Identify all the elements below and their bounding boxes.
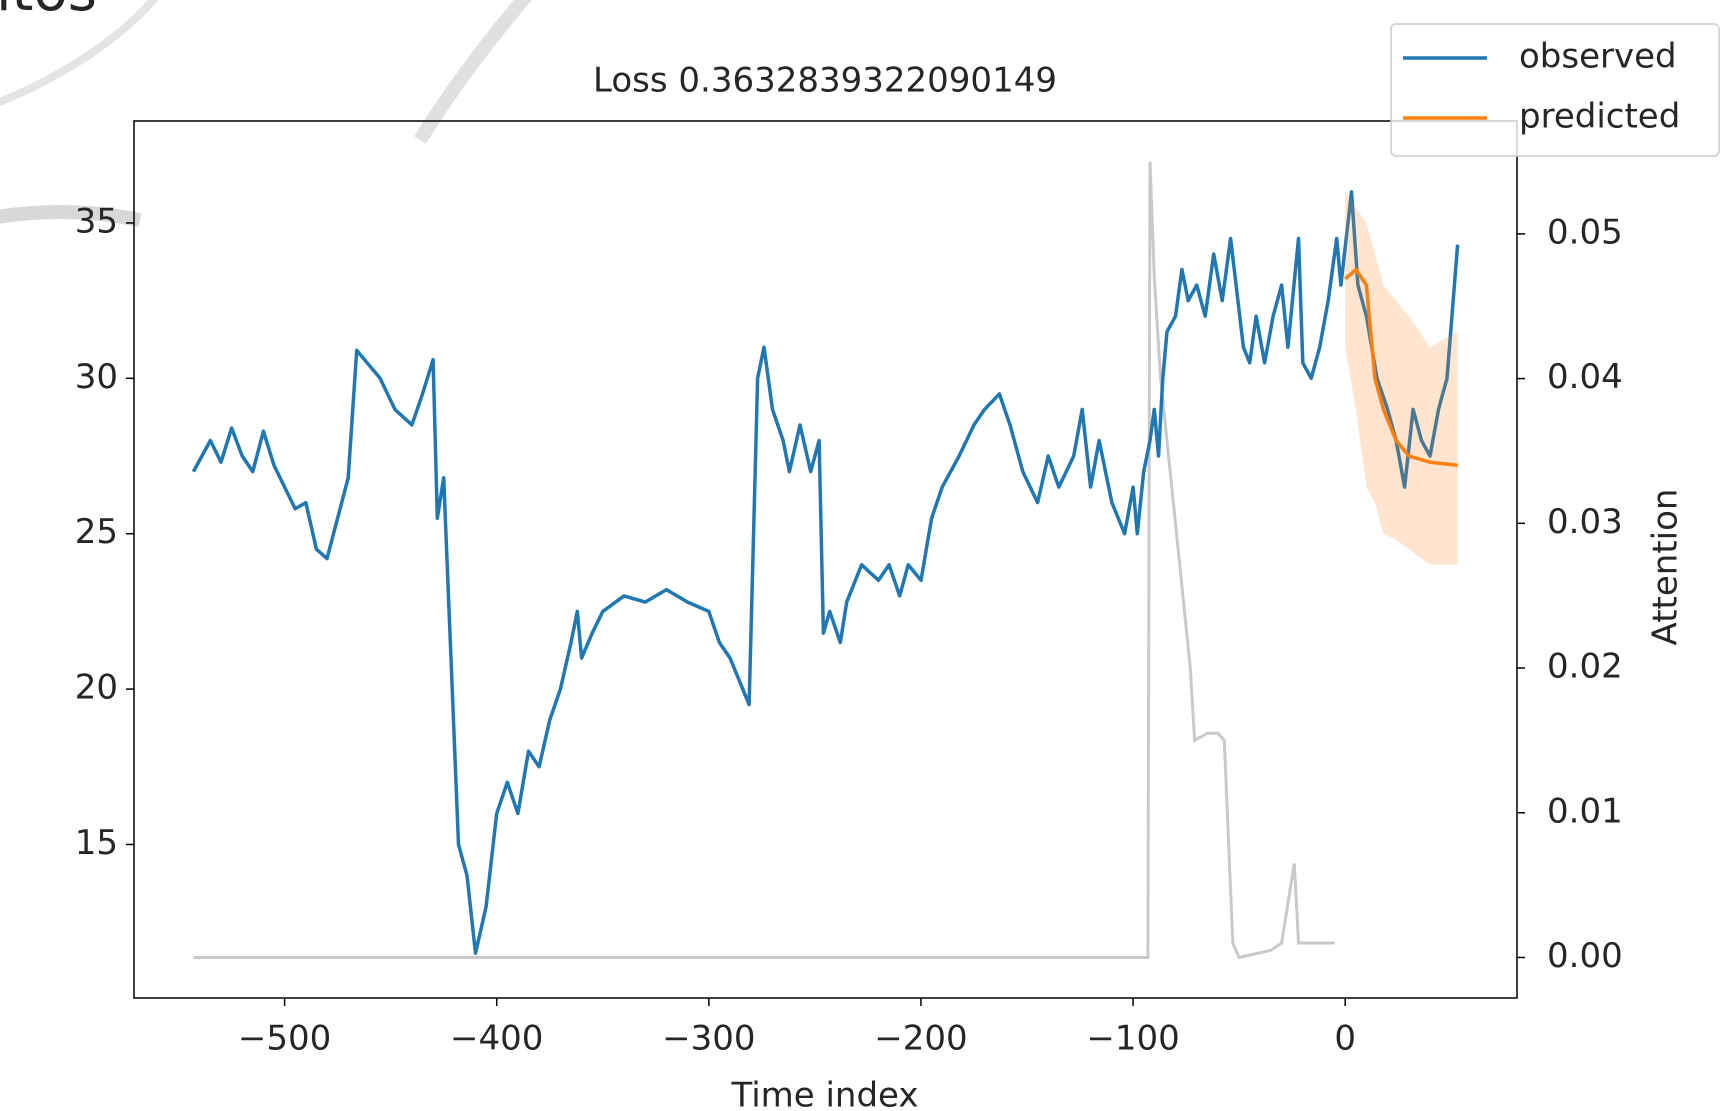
y2-tick-label: 0.01 — [1547, 791, 1623, 831]
watermark-text: itos — [0, 0, 97, 24]
series-line — [191, 190, 1460, 955]
x-tick-label: −400 — [450, 1019, 543, 1059]
x-axis-label: Time index — [730, 1076, 918, 1111]
y2-tick-label: 0.04 — [1547, 357, 1623, 397]
prediction-band — [1345, 191, 1458, 565]
plot-frame — [133, 120, 1518, 999]
y2-tick-label: 0.02 — [1547, 647, 1623, 687]
legend-label: observed — [1519, 37, 1677, 77]
chart-title: Loss 0.3632839322090149 — [593, 61, 1057, 101]
y2-tick-label: 0.00 — [1547, 936, 1623, 976]
x-tick-label: −500 — [238, 1019, 331, 1059]
x-tick-label: −100 — [1086, 1019, 1179, 1059]
decor-arc — [414, 0, 533, 144]
y-tick-label: 25 — [75, 512, 118, 552]
attention-line — [193, 161, 1335, 960]
x-tick-label: −300 — [662, 1019, 755, 1059]
y-tick-label: 35 — [75, 201, 118, 241]
decor-arc — [0, 205, 142, 227]
y-tick-label: 30 — [75, 357, 118, 397]
y2-tick-label: 0.05 — [1547, 212, 1623, 252]
x-tick-label: 0 — [1334, 1019, 1356, 1059]
y2-tick-label: 0.03 — [1547, 502, 1623, 542]
decor-arc — [0, 0, 159, 107]
y-tick-label: 20 — [75, 668, 118, 708]
series-line — [1344, 267, 1458, 468]
y-tick-label: 15 — [75, 823, 118, 863]
y2-axis-label: Attention — [1646, 489, 1686, 646]
x-tick-label: −200 — [874, 1019, 967, 1059]
legend-label: predicted — [1519, 97, 1680, 137]
